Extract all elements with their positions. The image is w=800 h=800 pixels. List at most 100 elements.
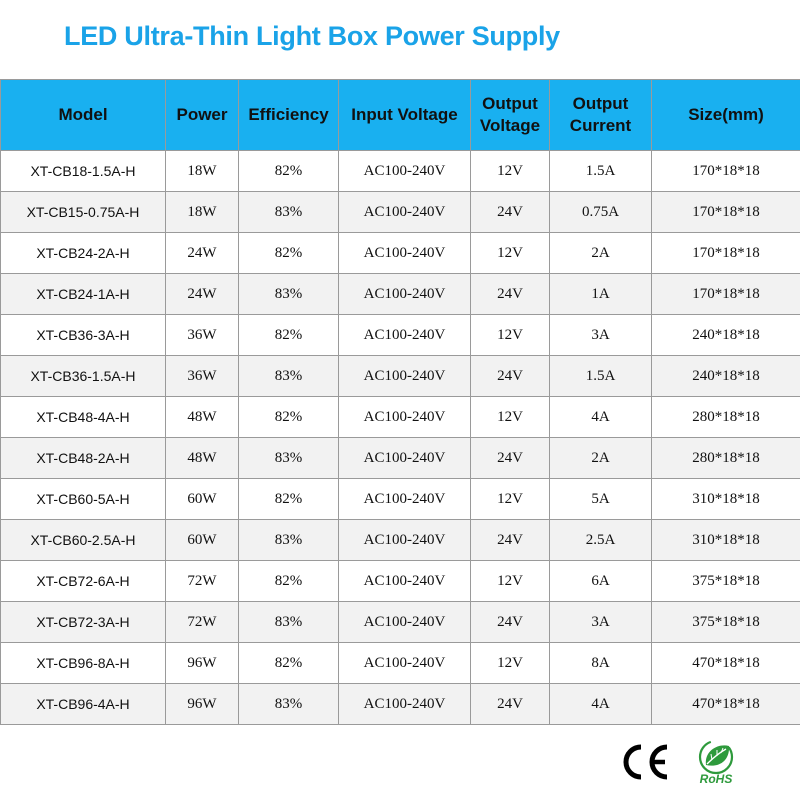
header-power: Power [165, 79, 239, 151]
cell-power: 60W [165, 478, 239, 520]
table-row: XT-CB60-5A-H 60W 82% AC100-240V 12V 5A 310*18*… [0, 478, 800, 520]
cell-output-current: 3A [549, 601, 652, 643]
cell-input-voltage: AC100-240V [338, 642, 471, 684]
cell-size: 280*18*18 [651, 437, 800, 479]
cell-output-voltage: 12V [470, 150, 550, 192]
cell-size: 240*18*18 [651, 355, 800, 397]
cell-power: 72W [165, 601, 239, 643]
table-row: XT-CB72-6A-H 72W 82% AC100-240V 12V 6A 375*18*… [0, 560, 800, 602]
table-row: XT-CB24-2A-H 24W 82% AC100-240V 12V 2A 170*18*… [0, 232, 800, 274]
cell-input-voltage: AC100-240V [338, 478, 471, 520]
cell-output-current: 4A [549, 683, 652, 725]
cell-output-current: 2A [549, 437, 652, 479]
cell-efficiency: 82% [238, 560, 339, 602]
cell-output-current: 2A [549, 232, 652, 274]
cell-model: XT-CB48-2A-H [0, 437, 166, 479]
cell-output-current: 8A [549, 642, 652, 684]
cell-input-voltage: AC100-240V [338, 191, 471, 233]
cell-model: XT-CB60-5A-H [0, 478, 166, 520]
table-row: XT-CB36-3A-H 36W 82% AC100-240V 12V 3A 240*18*… [0, 314, 800, 356]
cell-model: XT-CB96-8A-H [0, 642, 166, 684]
cell-input-voltage: AC100-240V [338, 437, 471, 479]
cell-input-voltage: AC100-240V [338, 601, 471, 643]
cell-output-voltage: 12V [470, 642, 550, 684]
cell-output-current: 6A [549, 560, 652, 602]
cell-output-voltage: 12V [470, 560, 550, 602]
cell-input-voltage: AC100-240V [338, 560, 471, 602]
cell-output-voltage: 12V [470, 478, 550, 520]
table-body: XT-CB18-1.5A-H 18W 82% AC100-240V 12V 1.5A 170… [0, 150, 800, 725]
cell-efficiency: 83% [238, 191, 339, 233]
cell-output-current: 4A [549, 396, 652, 438]
cell-output-voltage: 24V [470, 437, 550, 479]
cell-efficiency: 82% [238, 232, 339, 274]
cell-output-voltage: 24V [470, 683, 550, 725]
cell-output-voltage: 12V [470, 396, 550, 438]
cell-model: XT-CB18-1.5A-H [0, 150, 166, 192]
cell-efficiency: 83% [238, 273, 339, 315]
header-size: Size(mm) [651, 79, 800, 151]
cell-model: XT-CB24-2A-H [0, 232, 166, 274]
table-row: XT-CB48-4A-H 48W 82% AC100-240V 12V 4A 280*18*… [0, 396, 800, 438]
header-output-voltage: Output Voltage [470, 79, 550, 151]
page-title: LED Ultra-Thin Light Box Power Supply [64, 21, 560, 51]
cell-output-voltage: 24V [470, 519, 550, 561]
cell-output-voltage: 24V [470, 355, 550, 397]
cell-input-voltage: AC100-240V [338, 232, 471, 274]
cell-size: 375*18*18 [651, 560, 800, 602]
table-row: XT-CB15-0.75A-H 18W 83% AC100-240V 24V 0.75A 1… [0, 191, 800, 233]
cell-power: 24W [165, 273, 239, 315]
cell-power: 48W [165, 437, 239, 479]
header-input-voltage: Input Voltage [338, 79, 471, 151]
cell-size: 470*18*18 [651, 683, 800, 725]
cell-size: 170*18*18 [651, 191, 800, 233]
cell-size: 280*18*18 [651, 396, 800, 438]
cell-efficiency: 83% [238, 437, 339, 479]
ce-mark-icon [623, 744, 668, 780]
cell-input-voltage: AC100-240V [338, 314, 471, 356]
spec-table: Model Power Efficiency Input Voltage Output … [0, 79, 800, 725]
cell-output-current: 5A [549, 478, 652, 520]
cell-input-voltage: AC100-240V [338, 519, 471, 561]
cell-size: 310*18*18 [651, 478, 800, 520]
cell-size: 240*18*18 [651, 314, 800, 356]
cell-input-voltage: AC100-240V [338, 355, 471, 397]
cell-model: XT-CB72-6A-H [0, 560, 166, 602]
cell-model: XT-CB48-4A-H [0, 396, 166, 438]
cell-model: XT-CB60-2.5A-H [0, 519, 166, 561]
cell-efficiency: 83% [238, 683, 339, 725]
cell-model: XT-CB36-1.5A-H [0, 355, 166, 397]
table-row: XT-CB96-4A-H 96W 83% AC100-240V 24V 4A 470*18*… [0, 683, 800, 725]
cell-output-current: 3A [549, 314, 652, 356]
cell-power: 18W [165, 191, 239, 233]
table-row: XT-CB96-8A-H 96W 82% AC100-240V 12V 8A 470*18*… [0, 642, 800, 684]
cell-output-voltage: 24V [470, 273, 550, 315]
header-output-current: Output Current [549, 79, 652, 151]
cell-efficiency: 83% [238, 519, 339, 561]
cell-output-current: 2.5A [549, 519, 652, 561]
cell-model: XT-CB15-0.75A-H [0, 191, 166, 233]
cell-input-voltage: AC100-240V [338, 150, 471, 192]
cell-efficiency: 82% [238, 642, 339, 684]
cell-size: 375*18*18 [651, 601, 800, 643]
cell-output-voltage: 24V [470, 191, 550, 233]
cell-efficiency: 82% [238, 150, 339, 192]
header-model: Model [0, 79, 166, 151]
header-row: Model Power Efficiency Input Voltage Output … [0, 79, 800, 151]
cell-size: 310*18*18 [651, 519, 800, 561]
cell-output-voltage: 12V [470, 232, 550, 274]
rohs-label: RoHS [700, 772, 733, 786]
cell-input-voltage: AC100-240V [338, 683, 471, 725]
cell-output-current: 0.75A [549, 191, 652, 233]
cell-power: 24W [165, 232, 239, 274]
cell-output-voltage: 12V [470, 314, 550, 356]
cell-efficiency: 82% [238, 314, 339, 356]
cell-power: 36W [165, 355, 239, 397]
cell-output-current: 1.5A [549, 150, 652, 192]
cell-model: XT-CB36-3A-H [0, 314, 166, 356]
cell-size: 470*18*18 [651, 642, 800, 684]
cell-output-current: 1A [549, 273, 652, 315]
cell-power: 96W [165, 683, 239, 725]
cell-efficiency: 83% [238, 355, 339, 397]
table-row: XT-CB36-1.5A-H 36W 83% AC100-240V 24V 1.5A 240… [0, 355, 800, 397]
